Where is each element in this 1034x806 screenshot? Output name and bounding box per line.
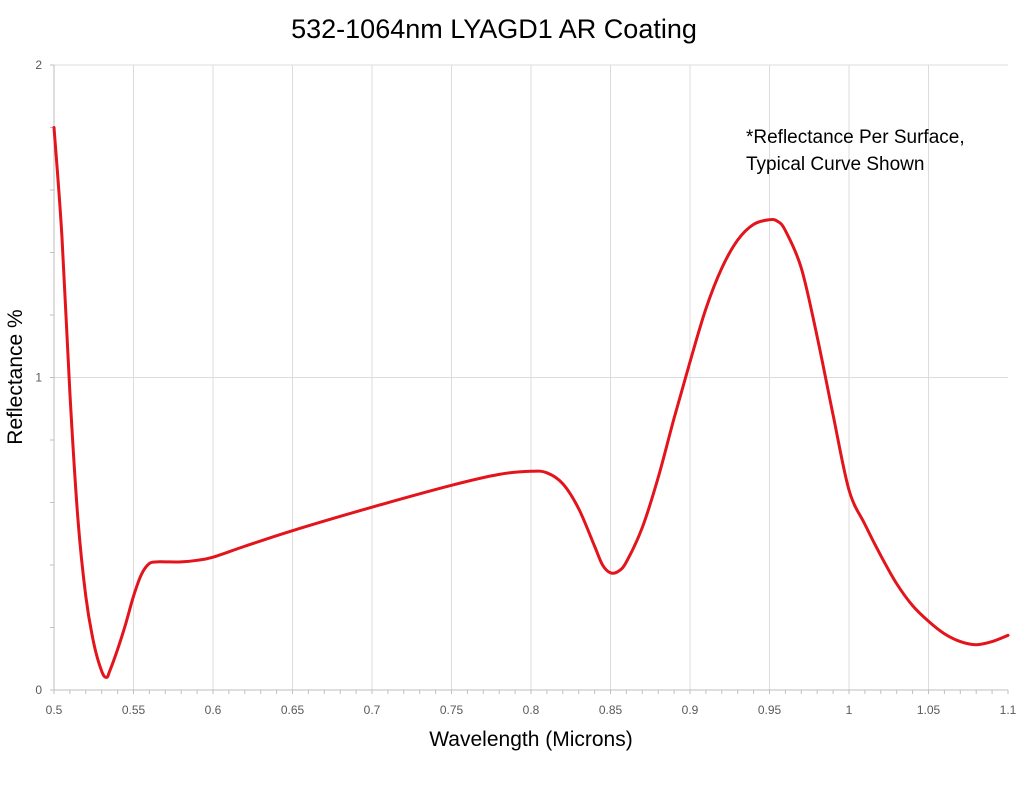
y-tick-label: 1 <box>35 371 42 385</box>
y-tick-label: 2 <box>35 58 42 72</box>
annotation-line-2: Typical Curve Shown <box>746 154 924 175</box>
x-tick-label: 0.8 <box>523 703 540 717</box>
grid-lines <box>54 64 1008 690</box>
reflectance-series-line <box>52 126 1010 679</box>
x-tick-label: 0.5 <box>46 703 63 717</box>
series-group <box>52 126 1010 679</box>
x-tick-label: 0.55 <box>122 703 146 717</box>
x-tick-label: 0.65 <box>281 703 305 717</box>
x-tick-label: 1.1 <box>1000 703 1017 717</box>
x-tick-label: 0.7 <box>364 703 381 717</box>
y-tick-labels: 0 1 2 <box>35 58 42 697</box>
x-tick-label: 0.9 <box>682 703 699 717</box>
x-tick-labels: 0.5 0.55 0.6 0.65 0.7 0.75 0.8 0.85 0.9 0.95 1 1.05… <box>46 703 1017 717</box>
x-tick-label: 0.85 <box>599 703 623 717</box>
axes <box>50 64 1009 694</box>
y-axis-label: Reflectance % <box>4 309 27 444</box>
chart-title: 532-1064nm LYAGD1 AR Coating <box>291 14 697 44</box>
y-tick-label: 0 <box>35 683 42 697</box>
x-tick-label: 1.05 <box>917 703 941 717</box>
x-tick-label: 1 <box>846 703 853 717</box>
x-tick-label: 0.75 <box>440 703 464 717</box>
annotation-line-1: *Reflectance Per Surface, <box>746 127 965 148</box>
x-tick-label: 0.6 <box>205 703 222 717</box>
x-axis-label: Wavelength (Microns) <box>429 728 632 751</box>
x-tick-label: 0.95 <box>758 703 782 717</box>
